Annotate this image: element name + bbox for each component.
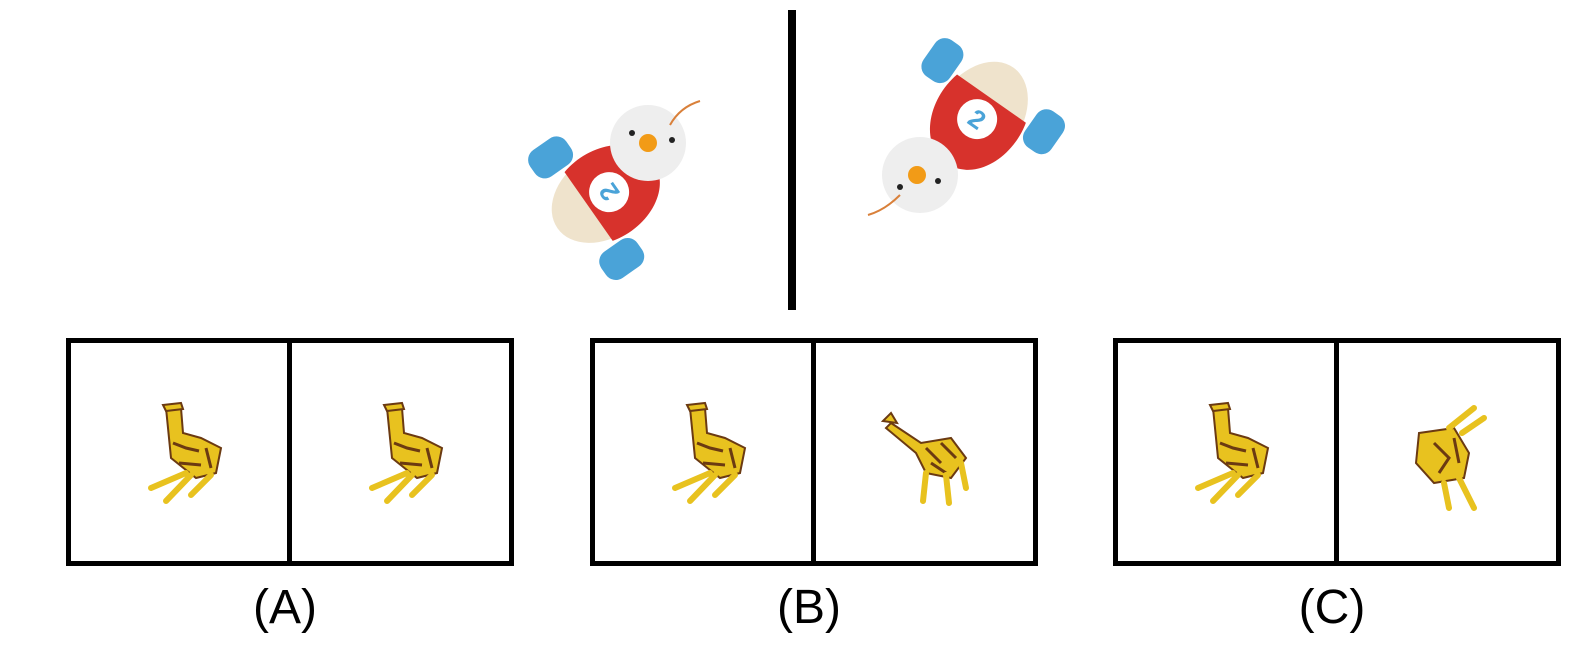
- giraffe-image: [148, 401, 223, 504]
- option-a-label: (A): [253, 581, 317, 634]
- option-c-panel[interactable]: [1113, 338, 1561, 566]
- toy-left-image: 2: [528, 100, 701, 280]
- option-a-panel[interactable]: [66, 338, 514, 566]
- option-b-panel[interactable]: [590, 338, 1038, 566]
- option-b-left-cell: [595, 343, 811, 561]
- giraffe-image: [672, 401, 747, 504]
- option-b-right-cell: [816, 343, 1032, 561]
- panel-divider: [811, 343, 816, 561]
- option-c-right-cell: [1339, 343, 1555, 561]
- giraffe-image: [1414, 405, 1487, 511]
- giraffe-image: [880, 411, 969, 506]
- panel-divider: [287, 343, 292, 561]
- option-b-label: (B): [777, 581, 841, 634]
- option-c-left-cell: [1118, 343, 1334, 561]
- center-divider: [788, 10, 796, 310]
- option-a-right-cell: [292, 343, 508, 561]
- giraffe-image: [369, 401, 444, 504]
- option-c-label: (C): [1298, 581, 1366, 634]
- toy-right-image: 2: [867, 38, 1065, 216]
- panel-divider: [1334, 343, 1339, 561]
- giraffe-image: [1195, 401, 1270, 504]
- option-a-left-cell: [71, 343, 287, 561]
